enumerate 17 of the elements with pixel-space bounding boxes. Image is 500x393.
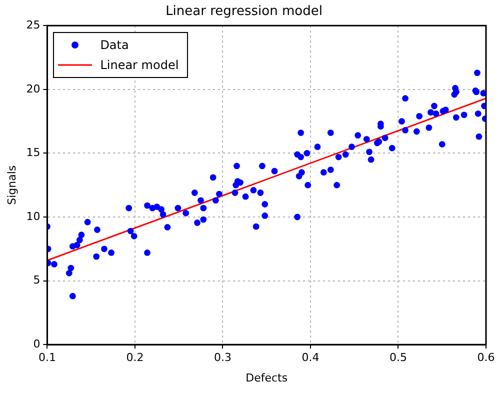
x-tick-label: 0.2 xyxy=(126,351,144,364)
legend-label: Data xyxy=(100,38,129,52)
legend-label: Linear model xyxy=(100,58,179,72)
y-tick-label: 5 xyxy=(33,274,40,287)
x-tick-label: 0.5 xyxy=(389,351,407,364)
y-axis-title: Signals xyxy=(5,165,18,205)
x-tick-label: 0.1 xyxy=(38,351,56,364)
y-tick-label: 10 xyxy=(26,210,40,223)
x-tick-label: 0.6 xyxy=(477,351,495,364)
y-tick-label: 0 xyxy=(33,337,40,350)
y-tick-label: 20 xyxy=(26,82,40,96)
x-tick-label: 0.3 xyxy=(214,351,232,364)
y-tick-label: 15 xyxy=(26,146,40,160)
x-tick-label: 0.4 xyxy=(302,351,320,364)
x-axis-title: Defects xyxy=(246,371,288,384)
y-tick-label: 25 xyxy=(26,18,40,32)
chart-title: Linear regression model xyxy=(166,4,322,20)
